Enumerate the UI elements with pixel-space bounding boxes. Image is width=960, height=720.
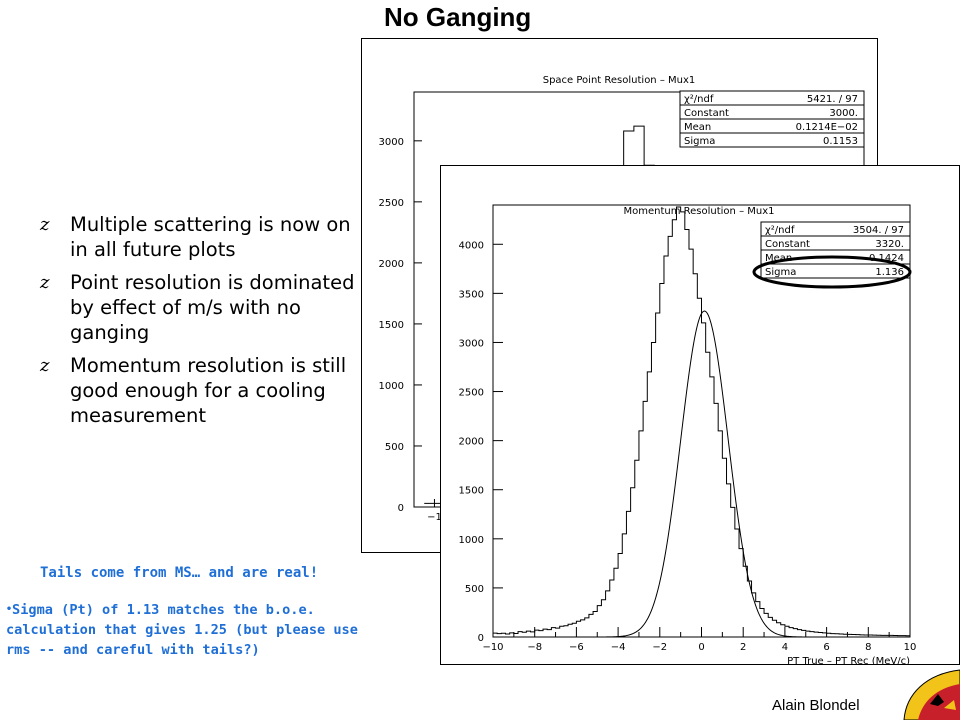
- stats-value: 3504. / 97: [853, 225, 904, 236]
- stats-label: Sigma: [684, 136, 715, 147]
- y-tick-label: 2500: [379, 198, 404, 209]
- sigma-note-text: Sigma (Pt) of 1.13 matches the b.o.e. ca…: [6, 602, 358, 658]
- y-tick-label: 1000: [459, 535, 484, 546]
- stats-value: 0.1214E−02: [796, 122, 858, 133]
- chart-title: Space Point Resolution – Mux1: [543, 75, 696, 86]
- university-logo-icon: [896, 664, 960, 720]
- momentum-panel: Momentum Resolution – Mux1 0 500 1000 1500 20…: [440, 165, 960, 665]
- y-tick-label: 3000: [459, 338, 484, 349]
- x-tick-label: 6: [823, 642, 829, 653]
- gaussian-fit-curve: [597, 311, 816, 637]
- stats-value: 3000.: [829, 108, 858, 119]
- y-tick-label: 500: [465, 584, 484, 595]
- bullet-marker: z: [40, 212, 49, 237]
- chart-title: Momentum Resolution – Mux1: [623, 206, 774, 217]
- y-tick-label: 1500: [459, 486, 484, 497]
- stats-value: 1.136: [875, 267, 904, 278]
- stats-value: 0.1153: [823, 136, 858, 147]
- x-tick-label: −6: [569, 642, 584, 653]
- y-tick-label: 3000: [379, 137, 404, 148]
- stats-value: 5421. / 97: [807, 94, 858, 105]
- x-tick-label: 0: [698, 642, 704, 653]
- x-tick-label: −10: [482, 642, 503, 653]
- stats-label: Mean: [684, 122, 711, 133]
- slide-title: No Ganging: [384, 2, 531, 33]
- y-tick-label: 0: [398, 503, 404, 514]
- x-tick-label: 4: [782, 642, 788, 653]
- x-axis-label: PT True – PT Rec (MeV/c): [787, 656, 910, 664]
- y-tick-label: 2000: [459, 437, 484, 448]
- bullet-marker: z: [40, 353, 49, 378]
- x-tick-label: −8: [527, 642, 542, 653]
- stats-label: Constant: [765, 239, 810, 250]
- bullet-text: Momentum resolution is still good enough…: [70, 354, 346, 427]
- x-tick-label: 2: [740, 642, 746, 653]
- footer-author: Alain Blondel: [772, 697, 860, 714]
- stats-label: χ²/ndf: [765, 225, 795, 236]
- stats-value: 3320.: [875, 239, 904, 250]
- x-tick-label: 8: [865, 642, 871, 653]
- tails-note: Tails come from MS… and are real!: [40, 565, 318, 581]
- y-tick-label: 3500: [459, 289, 484, 300]
- x-tick-label: 10: [904, 642, 917, 653]
- stats-label: Constant: [684, 108, 729, 119]
- y-tick-label: 2500: [459, 388, 484, 399]
- x-tick-label: −4: [611, 642, 626, 653]
- y-tick-label: 2000: [379, 259, 404, 270]
- sigma-note: •Sigma (Pt) of 1.13 matches the b.o.e. c…: [6, 600, 386, 660]
- momentum-histogram: Momentum Resolution – Mux1 0 500 1000 1500 20…: [441, 166, 959, 664]
- bullet-item: z Point resolution is dominated by effect…: [40, 270, 370, 345]
- bullet-text: Multiple scattering is now on in all fut…: [70, 213, 351, 261]
- stats-label: Sigma: [765, 267, 796, 278]
- x-tick-label: −2: [652, 642, 667, 653]
- y-tick-label: 500: [385, 442, 404, 453]
- y-tick-label: 1500: [379, 320, 404, 331]
- bullet-marker: z: [40, 270, 49, 295]
- bullet-text: Point resolution is dominated by effect …: [70, 271, 354, 344]
- stats-label: χ²/ndf: [684, 94, 714, 105]
- y-tick-label: 4000: [459, 240, 484, 251]
- bullet-list: z Multiple scattering is now on in all fu…: [40, 212, 370, 436]
- stats-box: χ²/ndf 5421. / 97 Constant 3000. Mean 0.1214E…: [680, 91, 864, 147]
- bullet-item: z Multiple scattering is now on in all fu…: [40, 212, 370, 262]
- bullet-item: z Momentum resolution is still good enoug…: [40, 353, 370, 428]
- y-tick-label: 1000: [379, 381, 404, 392]
